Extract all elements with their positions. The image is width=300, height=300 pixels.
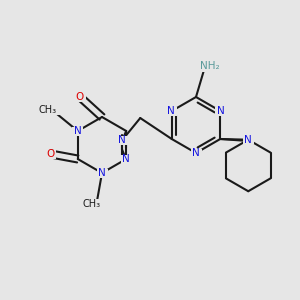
Text: N: N <box>167 106 175 116</box>
Text: N: N <box>74 126 82 136</box>
Bar <box>243 135 254 144</box>
Bar <box>121 155 131 164</box>
Text: CH₃: CH₃ <box>39 105 57 115</box>
Text: N: N <box>118 135 126 145</box>
Text: O: O <box>76 92 84 102</box>
Text: N: N <box>98 168 106 178</box>
Text: O: O <box>46 149 55 159</box>
Bar <box>190 148 202 158</box>
Text: N: N <box>192 148 200 158</box>
Bar <box>72 127 83 136</box>
Bar <box>45 149 56 158</box>
Text: CH₃: CH₃ <box>83 199 101 209</box>
Bar <box>194 60 224 72</box>
Bar <box>74 92 86 101</box>
Bar <box>166 106 177 116</box>
Text: N: N <box>218 106 225 116</box>
Text: N: N <box>244 135 252 145</box>
Bar <box>97 169 107 178</box>
Bar <box>34 105 62 115</box>
Bar <box>215 106 226 116</box>
Bar <box>117 136 128 145</box>
Text: NH₂: NH₂ <box>200 61 220 71</box>
Text: N: N <box>122 154 130 164</box>
Bar <box>198 62 220 72</box>
Bar <box>78 199 106 209</box>
